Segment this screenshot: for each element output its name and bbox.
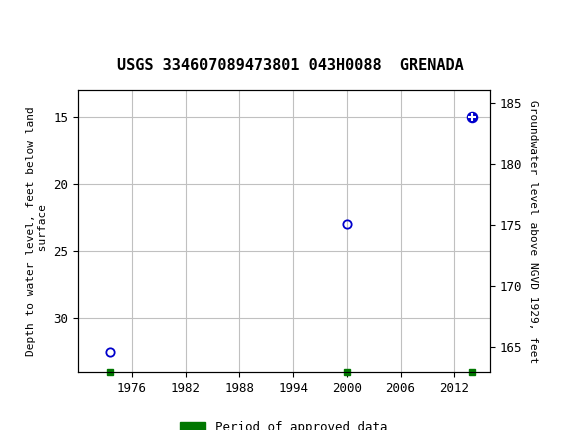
Y-axis label: Groundwater level above NGVD 1929, feet: Groundwater level above NGVD 1929, feet xyxy=(528,99,538,363)
Text: USGS 334607089473801 043H0088  GRENADA: USGS 334607089473801 043H0088 GRENADA xyxy=(117,58,463,73)
Y-axis label: Depth to water level, feet below land
 surface: Depth to water level, feet below land su… xyxy=(27,106,48,356)
Legend: Period of approved data: Period of approved data xyxy=(175,416,393,430)
Text: USGS: USGS xyxy=(58,10,122,30)
